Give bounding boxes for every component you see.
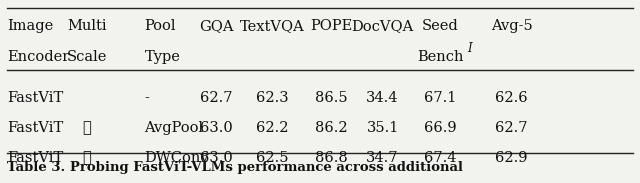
Text: Multi: Multi: [67, 19, 107, 33]
Text: FastViT: FastViT: [7, 151, 63, 165]
Text: 62.5: 62.5: [256, 151, 289, 165]
Text: 63.0: 63.0: [200, 151, 233, 165]
Text: 34.7: 34.7: [366, 151, 399, 165]
Text: FastViT: FastViT: [7, 92, 63, 106]
Text: I: I: [467, 42, 472, 55]
Text: 67.4: 67.4: [424, 151, 456, 165]
Text: 62.9: 62.9: [495, 151, 528, 165]
Text: Scale: Scale: [67, 50, 107, 64]
Text: DocVQA: DocVQA: [351, 19, 413, 33]
Text: 35.1: 35.1: [366, 122, 399, 135]
Text: AvgPool: AvgPool: [145, 122, 204, 135]
Text: 62.7: 62.7: [495, 122, 528, 135]
Text: Pool: Pool: [145, 19, 176, 33]
Text: 66.9: 66.9: [424, 122, 456, 135]
Text: -: -: [145, 92, 149, 106]
Text: Bench: Bench: [417, 50, 463, 64]
Text: Table 3. Probing FastViT-VLMs performance across additional: Table 3. Probing FastViT-VLMs performanc…: [7, 160, 463, 173]
Text: GQA: GQA: [199, 19, 234, 33]
Text: Image: Image: [7, 19, 53, 33]
Text: 86.5: 86.5: [315, 92, 348, 106]
Text: ✓: ✓: [83, 122, 92, 135]
Text: Seed: Seed: [422, 19, 458, 33]
Text: 62.6: 62.6: [495, 92, 528, 106]
Text: 63.0: 63.0: [200, 122, 233, 135]
Text: Type: Type: [145, 50, 180, 64]
Text: TextVQA: TextVQA: [240, 19, 305, 33]
Text: Encoder: Encoder: [7, 50, 69, 64]
Text: 62.2: 62.2: [256, 122, 289, 135]
Text: POPE: POPE: [310, 19, 353, 33]
Text: FastViT: FastViT: [7, 122, 63, 135]
Text: DWConv: DWConv: [145, 151, 209, 165]
Text: 67.1: 67.1: [424, 92, 456, 106]
Text: 62.7: 62.7: [200, 92, 233, 106]
Text: ✓: ✓: [83, 151, 92, 165]
Text: 62.3: 62.3: [256, 92, 289, 106]
Text: 86.8: 86.8: [315, 151, 348, 165]
Text: 34.4: 34.4: [366, 92, 399, 106]
Text: Avg-5: Avg-5: [491, 19, 532, 33]
Text: 86.2: 86.2: [315, 122, 348, 135]
